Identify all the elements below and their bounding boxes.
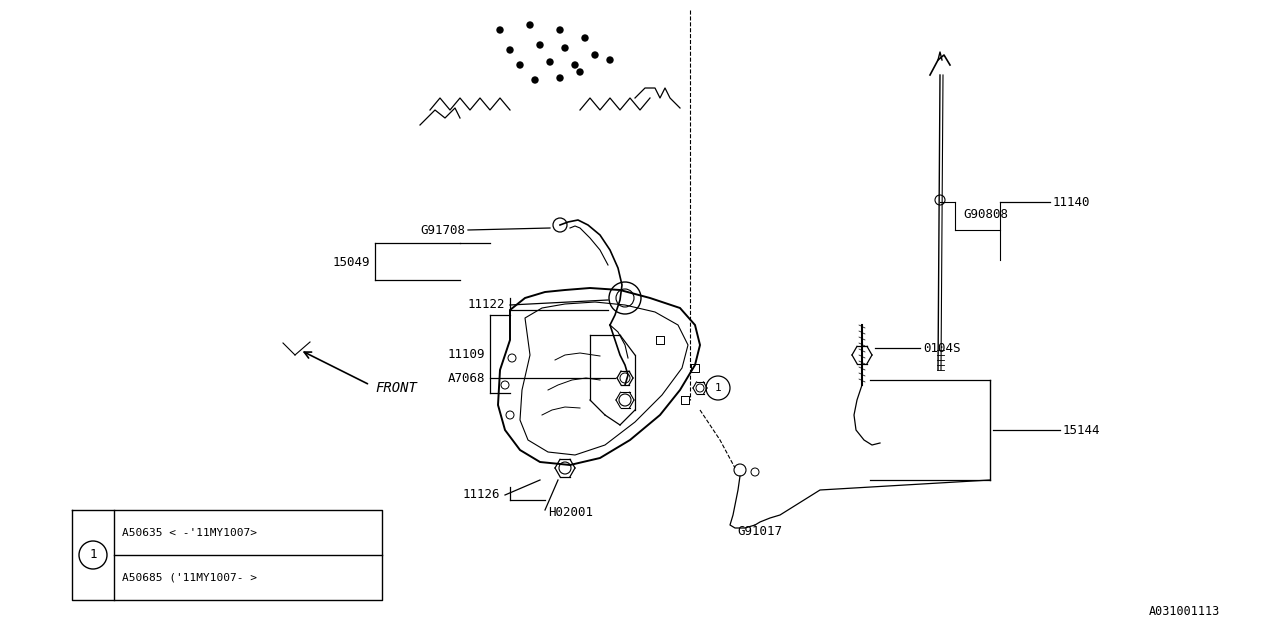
Circle shape (517, 62, 524, 68)
Circle shape (562, 45, 568, 51)
Circle shape (607, 57, 613, 63)
Text: 11109: 11109 (448, 349, 485, 362)
Circle shape (557, 75, 563, 81)
Circle shape (557, 27, 563, 33)
Text: G91017: G91017 (737, 525, 782, 538)
Text: G90808: G90808 (963, 209, 1009, 221)
Text: G91708: G91708 (420, 223, 465, 237)
Text: A031001113: A031001113 (1148, 605, 1220, 618)
Circle shape (532, 77, 538, 83)
Text: 1: 1 (90, 548, 97, 561)
Circle shape (538, 42, 543, 48)
Circle shape (582, 35, 588, 41)
Circle shape (527, 22, 532, 28)
Text: 1: 1 (714, 383, 722, 393)
Text: 15144: 15144 (1062, 424, 1101, 436)
Circle shape (577, 69, 582, 75)
Text: A7068: A7068 (448, 371, 485, 385)
Text: H02001: H02001 (548, 506, 593, 520)
Text: 15049: 15049 (333, 255, 370, 269)
Text: 11122: 11122 (467, 298, 506, 312)
Circle shape (572, 62, 579, 68)
Circle shape (591, 52, 598, 58)
Circle shape (547, 59, 553, 65)
Text: A50685 ('11MY1007- >: A50685 ('11MY1007- > (122, 572, 257, 582)
Circle shape (497, 27, 503, 33)
Text: 11126: 11126 (462, 488, 500, 502)
Text: FRONT: FRONT (375, 381, 417, 395)
Text: 11140: 11140 (1053, 195, 1091, 209)
Text: 0104S: 0104S (923, 342, 960, 355)
Circle shape (507, 47, 513, 53)
Text: A50635 < -'11MY1007>: A50635 < -'11MY1007> (122, 528, 257, 538)
